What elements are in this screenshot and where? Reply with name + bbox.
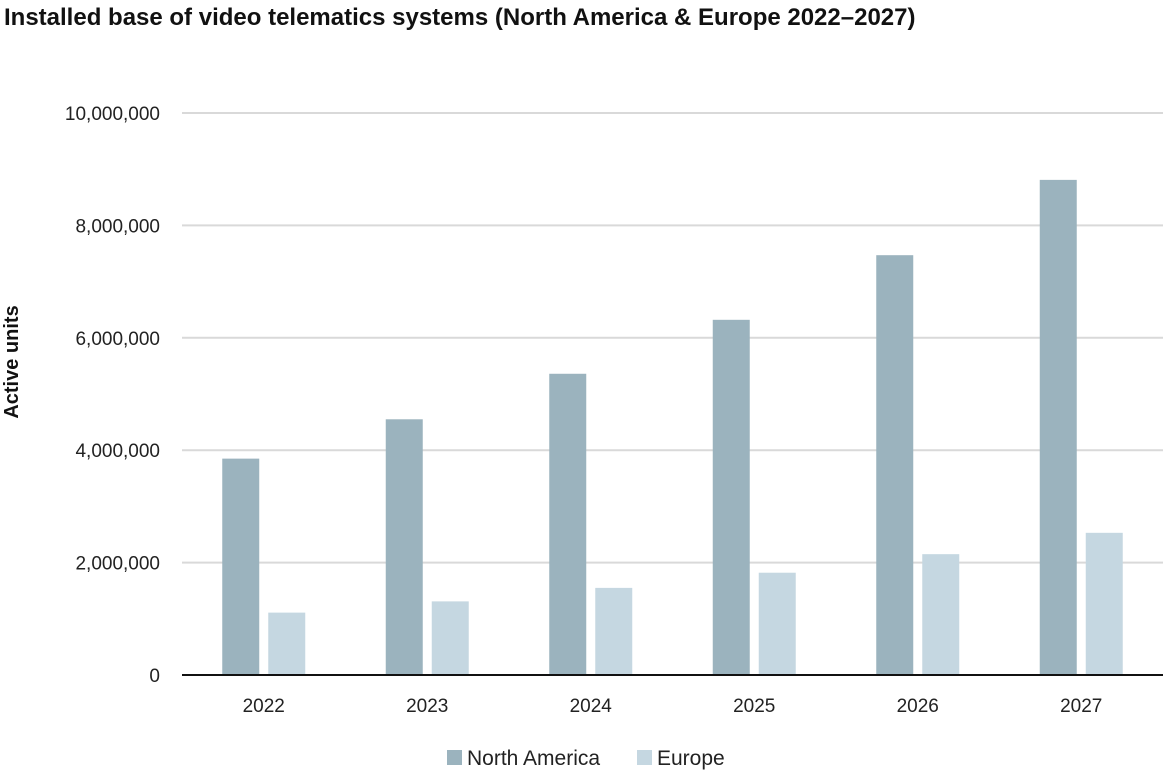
x-tick-label: 2027 (1060, 696, 1102, 717)
y-axis-label: Active units (1, 305, 23, 418)
x-tick-label: 2024 (570, 696, 613, 717)
bar-europe-2027 (1085, 532, 1123, 675)
legend-swatch (447, 750, 462, 765)
bar-north-america-2027 (1039, 179, 1077, 676)
gridlines (182, 112, 1163, 564)
legend-swatch (637, 750, 652, 765)
y-tick-label: 2,000,000 (75, 554, 160, 575)
chart-title: Installed base of video telematics syste… (4, 4, 916, 31)
bar-north-america-2026 (876, 255, 914, 675)
legend-label: North America (467, 747, 600, 770)
x-tick-label: 2022 (243, 696, 285, 717)
bar-north-america-2023 (385, 419, 423, 675)
bar-north-america-2025 (712, 319, 750, 675)
bar-europe-2024 (595, 587, 633, 675)
y-axis-ticks: 0 2,000,000 4,000,000 6,000,000 8,000,000 10,… (65, 104, 160, 687)
bar-europe-2023 (431, 601, 469, 675)
bar-europe-2026 (922, 554, 960, 675)
legend-label: Europe (657, 747, 725, 770)
y-tick-label: 6,000,000 (75, 329, 160, 350)
legend: North America Europe (447, 747, 725, 770)
bar-europe-2022 (268, 612, 306, 675)
bars (222, 179, 1123, 676)
x-tick-label: 2026 (897, 696, 939, 717)
y-tick-label: 10,000,000 (65, 104, 160, 125)
y-tick-label: 8,000,000 (75, 216, 160, 237)
y-tick-label: 4,000,000 (75, 441, 160, 462)
y-tick-label: 0 (149, 666, 160, 687)
x-tick-label: 2023 (406, 696, 448, 717)
bar-europe-2025 (758, 572, 796, 675)
bar-north-america-2022 (222, 458, 260, 675)
x-tick-label: 2025 (733, 696, 775, 717)
bar-north-america-2024 (549, 373, 587, 675)
x-axis-ticks: 2022 2023 2024 2025 2026 2027 (243, 696, 1103, 717)
